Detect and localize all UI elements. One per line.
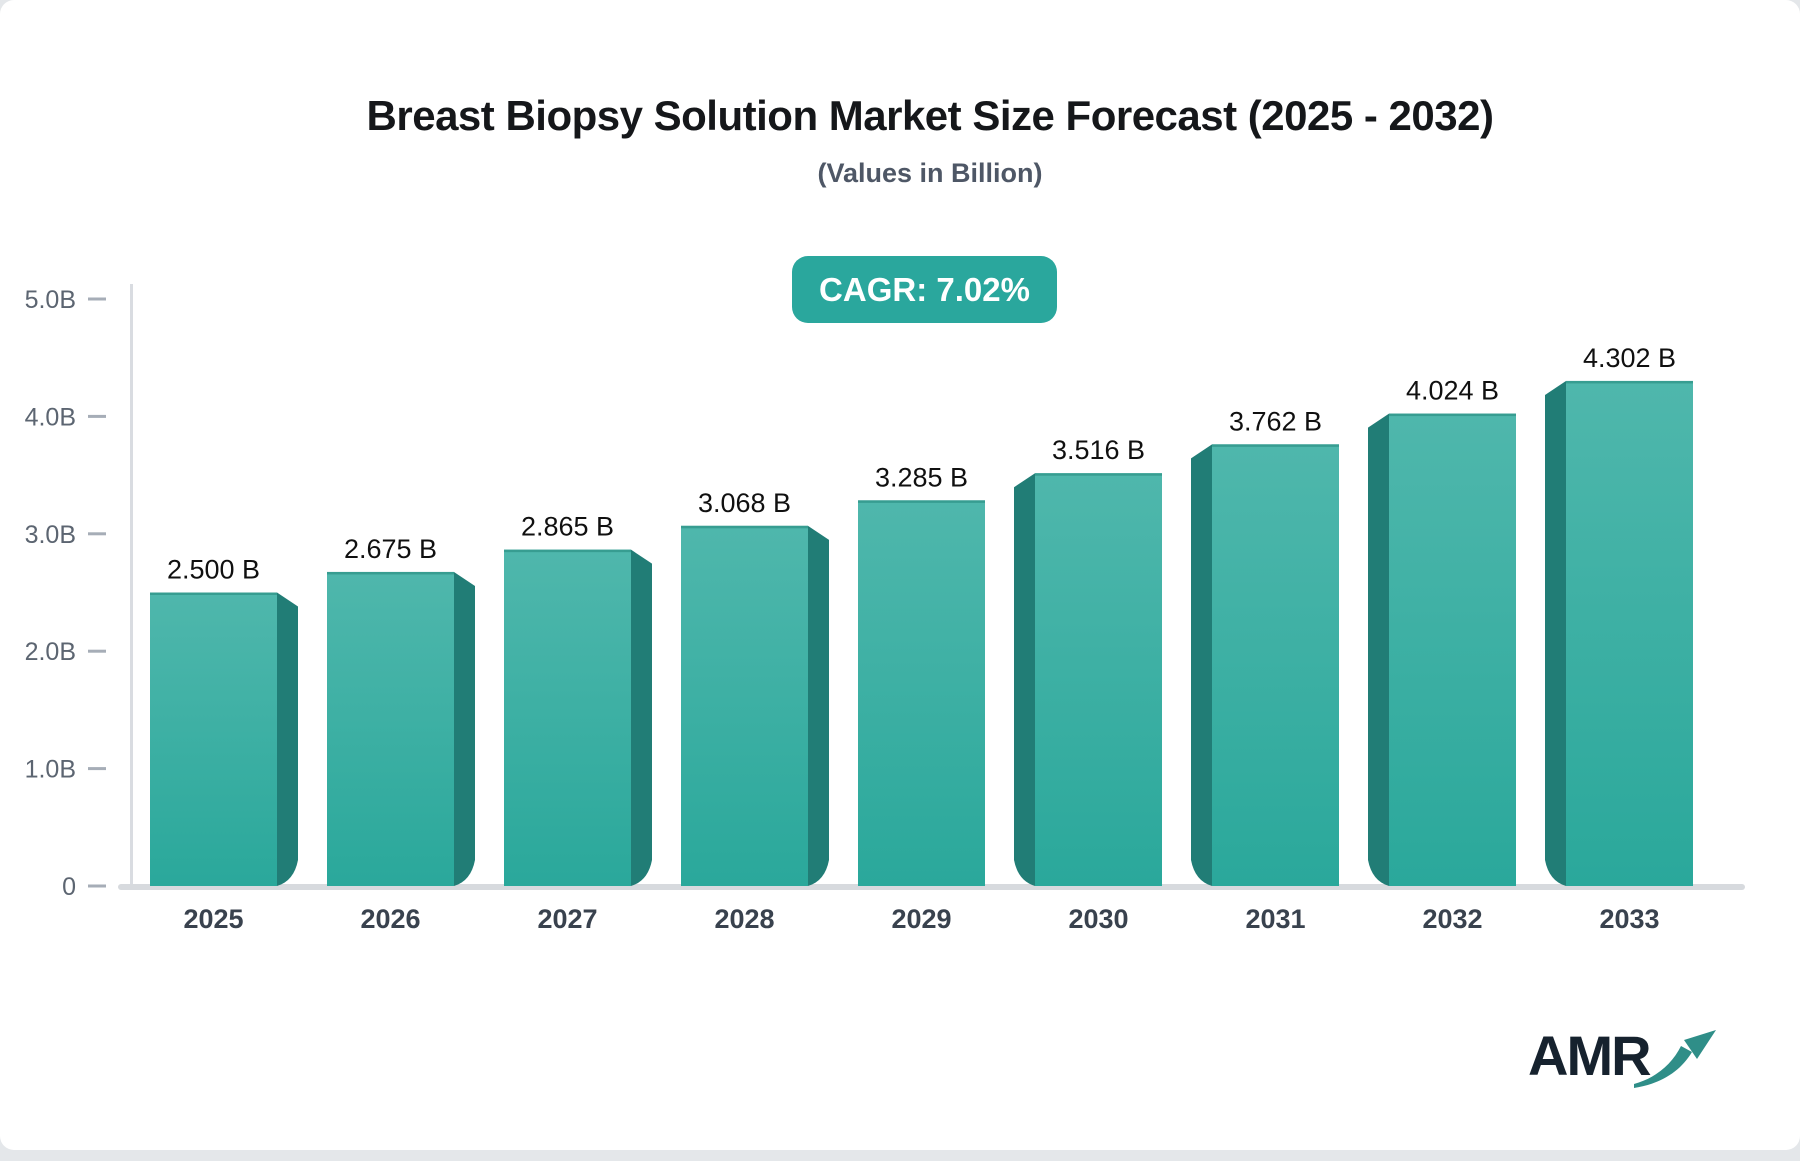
bar-front-face (1389, 413, 1516, 886)
bar-value-label: 4.024 B (1406, 376, 1499, 406)
bar-value-label: 4.302 B (1583, 343, 1676, 373)
bar-side-face (1545, 380, 1566, 886)
bar-top-edge (858, 500, 985, 503)
bar-top-edge (1389, 413, 1516, 417)
y-tick-mark (88, 649, 106, 653)
bar-front-face (858, 500, 985, 886)
bar-side-face (454, 571, 475, 886)
bar-group: 2.500 B 2025 (150, 555, 298, 934)
amr-logo-text: AMR (1528, 1024, 1652, 1087)
bar-top-edge (681, 525, 808, 529)
y-tick-mark (88, 297, 106, 301)
bar-value-label: 2.675 B (344, 534, 437, 564)
bar-side-face (1368, 413, 1389, 886)
x-tick-label: 2027 (537, 904, 597, 934)
x-tick-label: 2033 (1599, 904, 1659, 934)
x-tick-label: 2032 (1422, 904, 1482, 934)
bar-value-label: 3.762 B (1229, 406, 1322, 436)
y-tick-mark (88, 414, 106, 418)
bar-group: 4.024 B 2032 (1368, 376, 1516, 934)
bar-front-face (1035, 473, 1162, 886)
x-tick-label: 2025 (183, 904, 243, 934)
bar-top-edge (327, 571, 454, 575)
y-tick-label: 4.0B (25, 403, 76, 431)
bar-front-face (681, 525, 808, 886)
x-tick-label: 2031 (1245, 904, 1305, 934)
y-tick-label: 0 (62, 873, 76, 901)
bar-group: 4.302 B 2033 (1545, 343, 1693, 934)
y-tick-label: 2.0B (25, 638, 76, 666)
bar-side-face (277, 592, 298, 886)
bar-side-face (631, 549, 652, 886)
bar-front-face (327, 571, 454, 886)
chart-subtitle: (Values in Billion) (817, 158, 1043, 188)
bar-top-edge (1035, 473, 1162, 476)
y-tick-mark (88, 884, 106, 888)
y-tick-label: 5.0B (25, 286, 76, 314)
bar-value-label: 3.285 B (875, 462, 968, 492)
bar-group: 3.285 B 2029 (858, 462, 985, 934)
bar-group: 3.762 B 2031 (1191, 406, 1339, 934)
x-tick-label: 2029 (891, 904, 951, 934)
bar-value-label: 3.516 B (1052, 435, 1145, 465)
page-title: Breast Biopsy Solution Market Size Forec… (366, 92, 1494, 139)
chart-header: Breast Biopsy Solution Market Size Forec… (60, 0, 1800, 189)
bar-side-face (808, 525, 829, 886)
bar-top-edge (504, 549, 631, 553)
bar-top-edge (150, 592, 277, 595)
x-tick-label: 2028 (714, 904, 774, 934)
amr-logo: AMR (1528, 1028, 1718, 1096)
bar-group: 2.865 B 2027 (504, 512, 652, 934)
x-tick-label: 2030 (1068, 904, 1128, 934)
growth-arrow-icon (1633, 1030, 1716, 1088)
bar-front-face (1566, 380, 1693, 886)
cagr-badge: CAGR: 7.02% (792, 256, 1057, 323)
bar-group: 3.068 B 2028 (681, 488, 829, 934)
y-tick-mark (88, 532, 106, 536)
bar-top-edge (1212, 444, 1339, 447)
y-tick-label: 1.0B (25, 756, 76, 784)
y-axis-line (130, 284, 133, 886)
bar-group: 3.516 B 2030 (1014, 435, 1162, 934)
cagr-badge-label: CAGR: 7.02% (819, 270, 1030, 308)
bar-front-face (1212, 444, 1339, 886)
bar-value-label: 2.500 B (167, 555, 260, 585)
bar-side-face (1191, 444, 1212, 886)
bar-value-label: 3.068 B (698, 488, 791, 518)
bar-value-label: 2.865 B (521, 512, 614, 542)
bar-front-face (150, 592, 277, 886)
bar-top-edge (1566, 380, 1693, 384)
bar-side-face (1014, 473, 1035, 886)
bar-front-face (504, 549, 631, 886)
x-tick-label: 2026 (360, 904, 420, 934)
y-tick-label: 3.0B (25, 521, 76, 549)
y-tick-mark (88, 767, 106, 771)
bar-group: 2.675 B 2026 (327, 534, 475, 934)
